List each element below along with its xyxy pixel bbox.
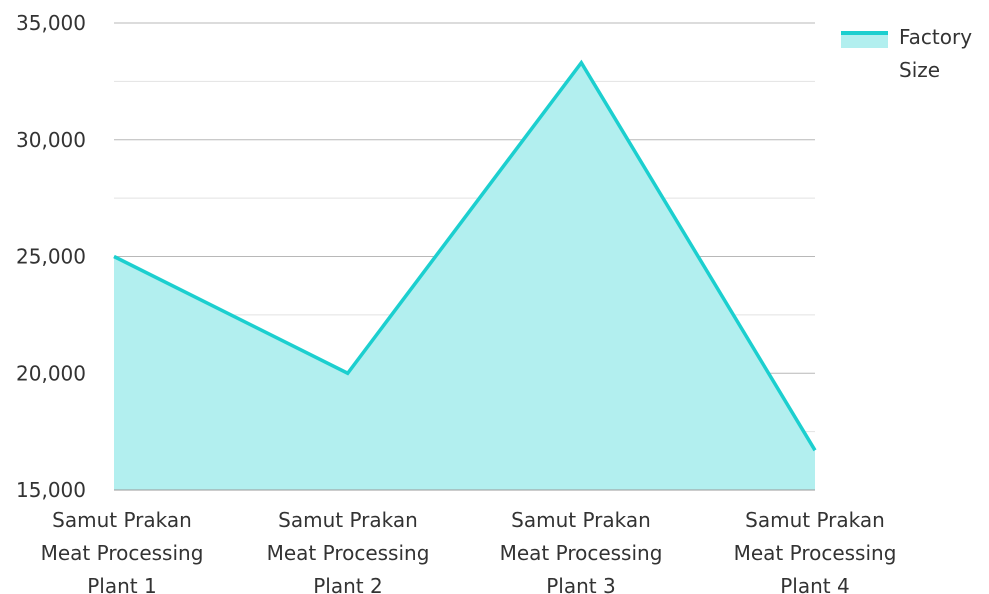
data-point[interactable] [108,251,120,263]
y-axis: 15,000 20,000 25,000 30,000 35,000 [16,11,86,502]
data-point[interactable] [575,57,587,69]
legend-label-line-1[interactable]: Factory [899,25,972,49]
x-category-label: Samut Prakan Meat Processing Plant 3 [500,508,663,594]
data-point[interactable] [809,444,821,456]
legend-swatch [841,32,888,48]
y-tick-label: 30,000 [16,128,86,152]
data-point[interactable] [342,367,354,379]
series-line[interactable] [113,59,817,452]
legend: Factory Size [841,25,972,82]
x-category-label: Samut Prakan Meat Processing Plant 4 [734,508,897,594]
y-tick-label: 35,000 [16,11,86,35]
y-tick-label: 15,000 [16,478,86,502]
y-tick-label: 20,000 [16,361,86,385]
y-tick-label: 25,000 [16,245,86,269]
series-area [108,57,821,490]
series-area-fill [114,62,815,490]
x-category-label: Samut Prakan Meat Processing Plant 2 [267,508,430,594]
x-axis: Samut Prakan Meat Processing Plant 1 Samut … [41,489,897,594]
x-category-label: Samut Prakan Meat Processing Plant 1 [41,508,204,594]
legend-label-line-2[interactable]: Size [899,58,940,82]
